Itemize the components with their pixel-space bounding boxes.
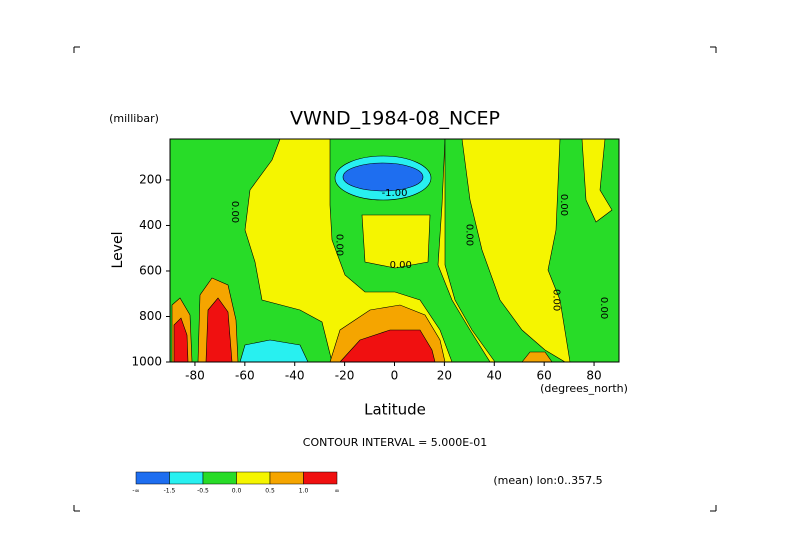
y-tick-label: 800	[139, 309, 162, 323]
colorbar-box	[303, 471, 338, 485]
colorbar-label: 0.5	[265, 488, 275, 495]
colorbar-box	[269, 471, 304, 485]
x-tick-label: -60	[235, 369, 255, 383]
colorbar-label: -1.5	[164, 488, 176, 495]
contour-label: 0.00	[463, 224, 474, 246]
contour-fills	[169, 138, 620, 363]
y-tick-label: 200	[139, 172, 162, 186]
x-tick-label: 60	[537, 369, 552, 383]
x-tick-label: 0	[391, 369, 399, 383]
contour-label: 0.00	[558, 194, 569, 216]
colorbar-label: ∞	[335, 488, 340, 495]
contour-label: 0.00	[229, 201, 240, 223]
colorbar-box	[169, 471, 204, 485]
x-axis-label: Latitude	[364, 401, 426, 419]
colorbar-label: 1.0	[299, 488, 309, 495]
colorbar-label: -0.5	[197, 488, 209, 495]
x-tick-label: 40	[487, 369, 502, 383]
contour-label: 0.00	[551, 289, 562, 311]
chart-title: VWND_1984-08_NCEP	[290, 108, 500, 130]
colorbar-box	[202, 471, 237, 485]
colorbar-box	[135, 471, 170, 485]
y-tick-label: 1000	[131, 355, 162, 369]
colorbar-label: 0.0	[232, 488, 242, 495]
y-tick-label: 600	[139, 263, 162, 277]
contour-label: 0.00	[390, 260, 412, 271]
x-tick-label: 20	[437, 369, 452, 383]
colorbar-label: -∞	[132, 488, 139, 495]
contour-interval: CONTOUR INTERVAL = 5.000E-01	[303, 436, 487, 449]
y-tick-label: 400	[139, 218, 162, 232]
corner-marks	[73, 46, 717, 512]
contour-label: -1.00	[382, 188, 408, 199]
x-tick-label: -20	[335, 369, 355, 383]
x-unit: (degrees_north)	[540, 382, 628, 395]
x-tick-label: 80	[586, 369, 601, 383]
y-unit: (millibar)	[109, 112, 159, 125]
colorbar-box	[236, 471, 271, 485]
note: (mean) lon:0..357.5	[493, 474, 602, 487]
x-tick-label: -80	[185, 369, 205, 383]
y-axis-label: Level	[110, 232, 126, 269]
x-tick-label: -40	[285, 369, 305, 383]
contour-label: 0.00	[334, 234, 345, 256]
contour-label: 0.00	[598, 297, 609, 319]
